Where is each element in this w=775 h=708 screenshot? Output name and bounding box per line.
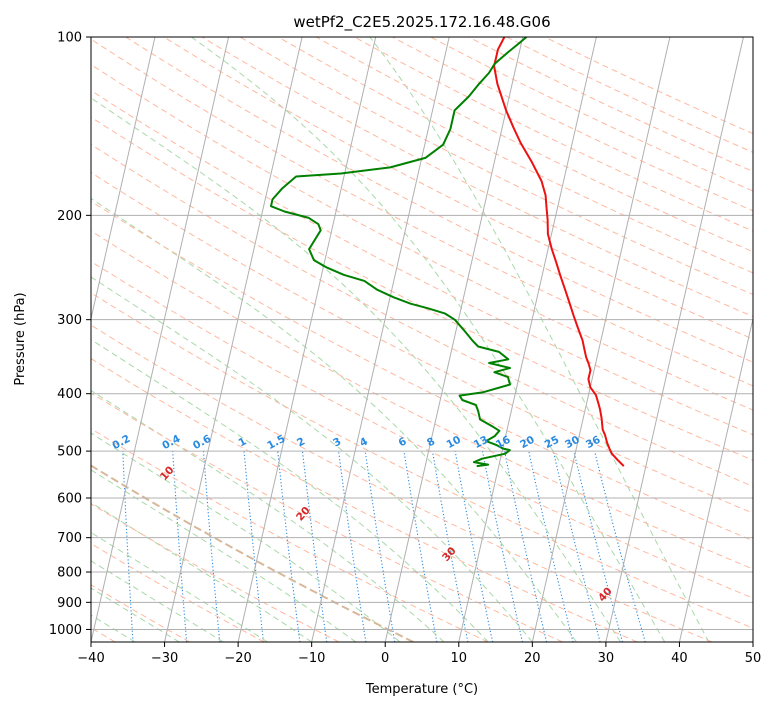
dry-adiabat (91, 260, 753, 599)
isotherms (91, 37, 753, 642)
isotherm-line (164, 37, 303, 642)
profiles (270, 37, 625, 468)
y-tick-label: 700 (57, 531, 82, 546)
mixing-ratio-line (431, 451, 469, 642)
x-tick-label: 30 (598, 651, 615, 666)
moist-adiabat (91, 587, 180, 642)
y-tick-label: 300 (57, 313, 82, 328)
dry-adiabat (91, 116, 753, 461)
y-tick-label: 900 (57, 596, 82, 611)
dry-adiabat (91, 292, 753, 629)
isobars (91, 37, 753, 630)
axis-ticks: −40 −30 −20 −10 0 10 20 30 40 50 100 200 300 400 500 60… (49, 31, 761, 667)
mixing-ratio-line (594, 450, 646, 642)
y-tick-label: 400 (57, 387, 82, 402)
dry-adiabat (91, 428, 489, 642)
y-tick-label: 200 (57, 209, 82, 224)
x-tick-label: 0 (381, 651, 389, 666)
moist-adiabat (91, 197, 577, 642)
mixing-ratio-line (504, 450, 548, 642)
dry-adiabat (91, 89, 753, 436)
dry-adiabats (91, 37, 753, 642)
mixing-ratio-line (202, 451, 221, 642)
isotherm-line (678, 316, 753, 642)
dry-adiabat (91, 38, 753, 387)
mixing-ratio-line (454, 451, 494, 642)
x-tick-label: 40 (671, 651, 688, 666)
moist-adiabat (91, 338, 489, 642)
x-tick-label: −20 (224, 651, 251, 666)
moist-adiabat (91, 432, 401, 642)
temperature-profile (493, 37, 625, 467)
isotherm-line (237, 37, 377, 642)
mixing-ratio-line (172, 451, 188, 642)
mixing-ratio-line (403, 451, 438, 642)
y-tick-label: 600 (57, 492, 82, 507)
mixing-ratio-line (122, 451, 134, 642)
x-tick-label: 10 (451, 651, 468, 666)
y-tick-label: 100 (57, 31, 82, 46)
isotherm-line (531, 37, 671, 642)
moist-adiabat (91, 389, 445, 642)
isotherm-line (91, 37, 230, 642)
x-tick-label: −40 (77, 651, 104, 666)
mixing-ratio-line (573, 450, 624, 642)
y-axis-label: Pressure (hPa) (13, 292, 28, 385)
dry-adiabat (91, 392, 563, 642)
y-tick-label: 800 (57, 566, 82, 581)
isotherm-line (384, 37, 524, 642)
mixing-ratio-line (481, 451, 524, 642)
isotherm-line (605, 37, 744, 642)
moist-adiabat (191, 37, 666, 642)
mixing-ratio-line (528, 450, 574, 642)
plot-area: -100-90-80-70-60-50-40-30-20-10010203040… (91, 37, 753, 642)
x-tick-label: 50 (745, 651, 762, 666)
chart-title: wetPf2_C2E5.2025.172.16.48.G06 (293, 13, 550, 32)
dry-adiabat (91, 464, 414, 642)
moist-adiabat (91, 276, 533, 642)
mixing-ratio-line (243, 451, 265, 642)
mixing-ratio-line (301, 451, 328, 642)
moist-adiabat (91, 560, 224, 642)
y-tick-label: 500 (57, 445, 82, 460)
mixing-ratio-line (552, 450, 601, 642)
x-tick-label: −30 (151, 651, 178, 666)
plot-frame (90, 36, 754, 643)
moist-adiabat (91, 97, 622, 642)
dry-adiabat (91, 63, 753, 411)
dry-adiabat (125, 37, 753, 363)
mixing-ratio-line (277, 451, 301, 642)
isotherm-line (311, 37, 450, 642)
dry-adiabat (91, 503, 340, 642)
y-tick-label: 1000 (49, 623, 82, 638)
x-axis-label: Temperature (°C) (365, 682, 478, 697)
mixing-ratio-line (338, 451, 367, 642)
isotherm-line (91, 37, 156, 321)
dry-adiabat (91, 324, 712, 642)
x-tick-label: −10 (298, 651, 325, 666)
dewpoint-profile (270, 37, 528, 468)
isotherm-line (458, 37, 597, 642)
moist-adiabat (91, 469, 357, 642)
x-tick-label: 20 (524, 651, 541, 666)
